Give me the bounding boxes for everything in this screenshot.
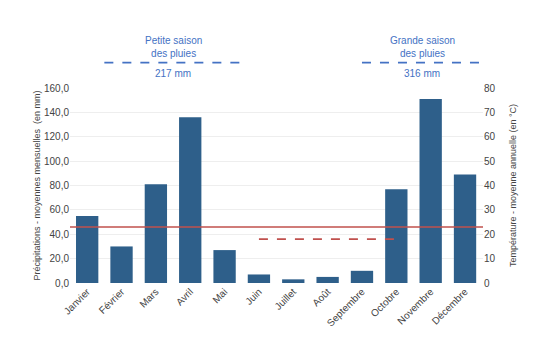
svg-text:Mai: Mai — [210, 286, 229, 305]
svg-text:Juillet: Juillet — [272, 286, 298, 312]
svg-text:217 mm: 217 mm — [155, 68, 191, 79]
svg-text:Septembre: Septembre — [325, 286, 368, 329]
svg-text:160,0: 160,0 — [44, 83, 69, 94]
svg-text:140,0: 140,0 — [44, 107, 69, 118]
svg-text:Précipitations - moyennes mens: Précipitations - moyennes mensuelles (en… — [32, 90, 42, 280]
svg-text:Juin: Juin — [243, 286, 264, 307]
svg-text:Mars: Mars — [137, 286, 161, 310]
svg-text:0,0: 0,0 — [55, 278, 69, 289]
svg-text:10: 10 — [484, 253, 496, 264]
svg-text:60,0: 60,0 — [50, 204, 70, 215]
svg-text:20: 20 — [484, 229, 496, 240]
svg-text:70: 70 — [484, 107, 496, 118]
svg-text:40: 40 — [484, 180, 496, 191]
svg-text:120,0: 120,0 — [44, 131, 69, 142]
svg-text:Petite saisondes pluies: Petite saisondes pluies — [145, 35, 202, 59]
svg-text:Février: Février — [97, 286, 127, 316]
svg-text:Août: Août — [310, 286, 332, 308]
svg-text:Novembre: Novembre — [395, 286, 436, 327]
svg-text:100,0: 100,0 — [44, 156, 69, 167]
svg-text:20,0: 20,0 — [50, 253, 70, 264]
svg-text:60: 60 — [484, 131, 496, 142]
svg-text:80: 80 — [484, 83, 496, 94]
svg-text:Décembre: Décembre — [430, 286, 471, 327]
svg-text:Grande saisondes pluies: Grande saisondes pluies — [390, 35, 455, 59]
svg-text:30: 30 — [484, 204, 496, 215]
svg-text:80,0: 80,0 — [50, 180, 70, 191]
svg-text:0: 0 — [484, 278, 490, 289]
svg-text:Janvier: Janvier — [62, 286, 93, 317]
svg-text:40,0: 40,0 — [50, 229, 70, 240]
svg-text:316 mm: 316 mm — [404, 68, 440, 79]
svg-text:50: 50 — [484, 156, 496, 167]
svg-text:Octobre: Octobre — [368, 286, 401, 319]
svg-text:Température - moyenne annuelle: Température - moyenne annuelle (en °C) — [508, 104, 518, 267]
svg-text:Avril: Avril — [174, 286, 195, 307]
